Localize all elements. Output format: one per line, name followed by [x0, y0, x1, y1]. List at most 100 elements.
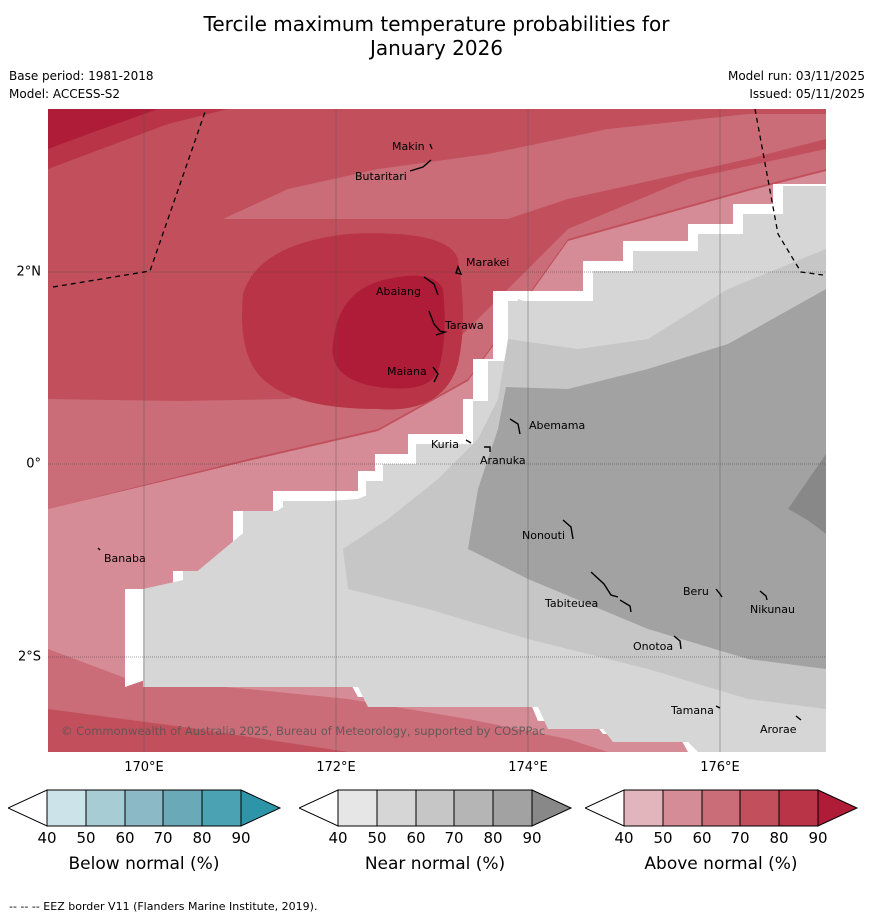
- below-tick-90: 90: [231, 829, 251, 847]
- above-normal-90-nw: [48, 109, 158, 149]
- colorbar-near-cell-40-50: [337, 789, 378, 827]
- label-makin: Makin: [392, 140, 425, 153]
- above-normal-title: Above normal (%): [644, 854, 798, 874]
- title-line-2: January 2026: [369, 36, 504, 60]
- above-tick-80: 80: [769, 829, 789, 847]
- label-beru: Beru: [683, 585, 709, 598]
- island-abemama-shape: [509, 418, 521, 435]
- below-normal-title: Below normal (%): [68, 854, 220, 874]
- lon-label-170: 170°E: [124, 760, 164, 775]
- colorbar-near-cell-80-90: [492, 789, 533, 827]
- colorbar-below-cell-80-90: [201, 789, 242, 827]
- near-tick-90: 90: [522, 829, 542, 847]
- chart-title: Tercile maximum temperature probabilitie…: [0, 12, 873, 60]
- above-tick-50: 50: [653, 829, 673, 847]
- label-abaiang: Abaiang: [376, 285, 421, 298]
- above-normal-60-south: [48, 649, 608, 752]
- lon-label-172: 172°E: [316, 760, 356, 775]
- colorbar-above-cell-50-60: [662, 789, 703, 827]
- island-arorae-shape: [795, 715, 802, 721]
- island-makin-shape: [429, 143, 433, 150]
- below-tick-40: 40: [37, 829, 57, 847]
- label-maiana: Maiana: [387, 365, 427, 378]
- above-tick-40: 40: [614, 829, 634, 847]
- lon-label-174: 174°E: [508, 760, 548, 775]
- graticule: [143, 109, 721, 752]
- island-beru-shape: [715, 588, 723, 598]
- lat-label-0: 0°: [26, 456, 41, 472]
- above-normal-60-band: [48, 149, 826, 509]
- eez-border-east: [754, 109, 824, 276]
- colorbar-below-cell-under: [8, 789, 48, 827]
- map-panel: Makin Butaritari Marakei Abaiang Tarawa …: [48, 109, 826, 752]
- colorbar-above-cell-80-90: [778, 789, 819, 827]
- near-normal-title: Near normal (%): [364, 854, 506, 874]
- below-tick-60: 60: [115, 829, 135, 847]
- near-normal-90-east: [788, 454, 826, 534]
- colorbar-above: [585, 789, 859, 827]
- island-nikunau-shape: [759, 590, 768, 601]
- colorbar-above-cell-40-50: [623, 789, 664, 827]
- meta-left: Base period: 1981-2018 Model: ACCESS-S2: [9, 67, 154, 103]
- below-tick-80: 80: [192, 829, 212, 847]
- lat-label-2n: 2°N: [16, 264, 42, 280]
- colorbar-below-cell-60-70: [124, 789, 164, 827]
- colorbar-near-cell-50-60: [376, 789, 417, 827]
- model-run: Model run: 03/11/2025: [727, 69, 865, 83]
- colorbar-above-cell-over: [817, 789, 859, 827]
- eez-footnote: -- -- -- EEZ border V11 (Flanders Marine…: [9, 900, 318, 913]
- above-tick-90: 90: [808, 829, 828, 847]
- model-name: Model: ACCESS-S2: [9, 87, 121, 101]
- below-tick-70: 70: [153, 829, 173, 847]
- island-tamana-shape: [715, 705, 721, 709]
- label-aranuka: Aranuka: [480, 454, 526, 467]
- lon-label-176: 176°E: [700, 760, 740, 775]
- colorbar-above-cell-under: [585, 789, 625, 827]
- label-nonouti: Nonouti: [522, 529, 565, 542]
- title-line-1: Tercile maximum temperature probabilitie…: [203, 12, 670, 36]
- island-aranuka-shape: [484, 446, 491, 452]
- island-butaritari-shape: [409, 159, 432, 172]
- near-normal-70-region: [468, 289, 826, 669]
- island-tabiteuea-shape: [590, 571, 632, 613]
- label-abemama: Abemama: [529, 419, 585, 432]
- near-tick-40: 40: [328, 829, 348, 847]
- below-tick-50: 50: [76, 829, 96, 847]
- copyright-notice: © Commonwealth of Australia 2025, Bureau…: [61, 724, 545, 738]
- colorbar-below-cell-50-60: [85, 789, 126, 827]
- near-tick-70: 70: [444, 829, 464, 847]
- base-period: Base period: 1981-2018: [9, 69, 154, 83]
- above-normal-70-south: [48, 709, 348, 752]
- label-marakei: Marakei: [466, 256, 509, 269]
- label-butaritari: Butaritari: [355, 170, 407, 183]
- label-onotoa: Onotoa: [633, 640, 673, 653]
- near-tick-80: 80: [483, 829, 503, 847]
- colorbar-near-cell-60-70: [415, 789, 455, 827]
- label-arorae: Arorae: [760, 723, 797, 736]
- above-normal-60-upper: [223, 114, 826, 219]
- colorbar-below-cell-over: [240, 789, 282, 827]
- island-banaba-shape: [97, 547, 101, 551]
- label-kuria: Kuria: [431, 438, 459, 451]
- near-tick-60: 60: [406, 829, 426, 847]
- colorbar-below-cell-40-50: [46, 789, 87, 827]
- island-kuria-shape: [465, 439, 472, 444]
- colorbar-near-cell-70-80: [453, 789, 494, 827]
- colorbar-below-cell-70-80: [162, 789, 203, 827]
- colorbar-near-cell-under: [299, 789, 339, 827]
- colorbar-above-cell-70-80: [739, 789, 780, 827]
- near-tick-50: 50: [367, 829, 387, 847]
- colorbar-near: [299, 789, 573, 827]
- graticule-lat: [48, 271, 826, 658]
- colorbar-near-cell-over: [531, 789, 573, 827]
- label-banaba: Banaba: [104, 552, 146, 565]
- label-tamana: Tamana: [670, 704, 714, 717]
- above-normal-90-core: [332, 275, 445, 389]
- island-marakei-shape: [455, 265, 463, 275]
- lat-label-2s: 2°S: [17, 649, 41, 665]
- label-tarawa: Tarawa: [444, 319, 484, 332]
- island-tarawa-shape: [428, 310, 448, 336]
- island-nonouti-shape: [562, 519, 574, 540]
- island-onotoa-shape: [673, 635, 682, 650]
- issued-date: Issued: 05/11/2025: [749, 87, 865, 101]
